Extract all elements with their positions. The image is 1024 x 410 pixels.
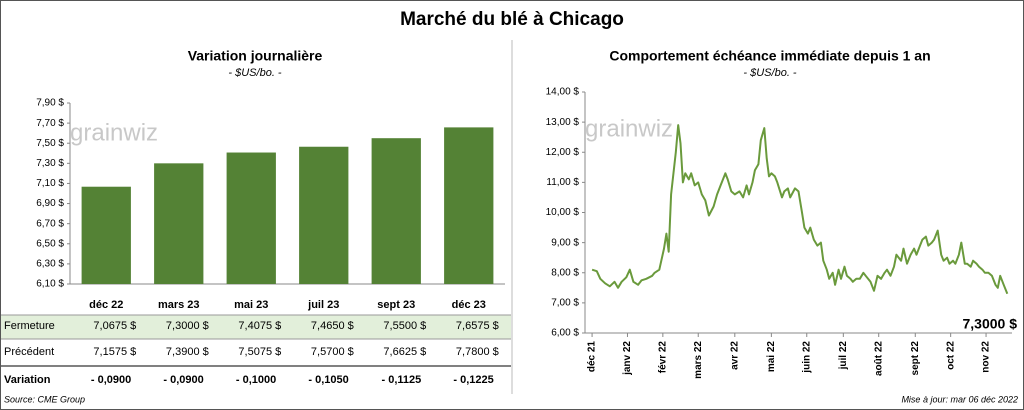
change-value: - 0,1000 bbox=[236, 374, 276, 386]
y-tick-label: 7,00 $ bbox=[551, 298, 579, 309]
x-tick-label: sept 23 bbox=[377, 299, 415, 311]
bar bbox=[444, 127, 494, 284]
y-tick-label: 9,00 $ bbox=[551, 237, 579, 248]
previous-value: 7,5700 $ bbox=[311, 346, 354, 358]
x-tick-label: déc 23 bbox=[452, 299, 486, 311]
x-tick-label: avr 22 bbox=[729, 341, 740, 370]
bar bbox=[371, 138, 421, 284]
highlight-row bbox=[1, 315, 511, 339]
updated: Mise à jour: mar 06 déc 2022 bbox=[901, 394, 1018, 404]
y-tick-label: 7,90 $ bbox=[36, 98, 64, 109]
x-tick-label: févr 22 bbox=[657, 341, 668, 374]
y-tick-label: 7,10 $ bbox=[36, 178, 64, 189]
x-tick-label: déc 22 bbox=[89, 299, 123, 311]
bar bbox=[81, 186, 131, 284]
x-tick-label: sept 22 bbox=[910, 341, 921, 376]
x-tick-label: nov 22 bbox=[981, 341, 992, 373]
bar bbox=[154, 163, 204, 284]
y-tick-label: 7,70 $ bbox=[36, 118, 64, 129]
row-label: Fermeture bbox=[4, 320, 55, 332]
chart-title: Variation journalière bbox=[188, 48, 323, 64]
y-tick-label: 6,50 $ bbox=[36, 238, 64, 249]
y-tick-label: 6,10 $ bbox=[36, 279, 64, 290]
y-tick-label: 13,00 $ bbox=[546, 117, 580, 128]
row-label: Variation bbox=[4, 374, 51, 386]
y-tick-label: 6,90 $ bbox=[36, 198, 64, 209]
close-value: 7,5500 $ bbox=[383, 320, 426, 332]
previous-value: 7,3900 $ bbox=[166, 346, 209, 358]
close-value: 7,6575 $ bbox=[456, 320, 499, 332]
y-tick-label: 6,70 $ bbox=[36, 218, 64, 229]
row-label: Précédent bbox=[4, 346, 54, 358]
chart-subtitle: - $US/bo. - bbox=[228, 67, 282, 79]
y-tick-label: 6,30 $ bbox=[36, 259, 64, 270]
chart-subtitle: - $US/bo. - bbox=[743, 67, 797, 79]
x-tick-label: oct 22 bbox=[945, 341, 956, 370]
close-value: 7,4650 $ bbox=[311, 320, 354, 332]
price-line bbox=[591, 124, 1009, 295]
bar bbox=[226, 152, 276, 284]
x-tick-label: mai 22 bbox=[766, 341, 777, 373]
previous-value: 7,7800 $ bbox=[456, 346, 499, 358]
x-tick-label: août 22 bbox=[873, 341, 884, 376]
previous-value: 7,5075 $ bbox=[238, 346, 281, 358]
close-value: 7,4075 $ bbox=[238, 320, 281, 332]
x-tick-label: déc 21 bbox=[587, 341, 598, 373]
y-tick-label: 6,00 $ bbox=[551, 328, 579, 339]
y-tick-label: 10,00 $ bbox=[546, 207, 580, 218]
x-tick-label: juil 23 bbox=[307, 299, 339, 311]
y-tick-label: 14,00 $ bbox=[546, 87, 580, 98]
close-value: 7,0675 $ bbox=[93, 320, 136, 332]
y-tick-label: 8,00 $ bbox=[551, 267, 579, 278]
source: Source: CME Group bbox=[4, 394, 85, 404]
page-title: Marché du blé à Chicago bbox=[400, 9, 624, 30]
x-tick-label: janv 22 bbox=[622, 341, 633, 376]
chart-title: Comportement échéance immédiate depuis 1… bbox=[609, 48, 930, 64]
x-tick-label: mars 22 bbox=[693, 341, 704, 379]
y-tick-label: 12,00 $ bbox=[546, 147, 580, 158]
change-value: - 0,0900 bbox=[91, 374, 131, 386]
previous-value: 7,6625 $ bbox=[383, 346, 426, 358]
x-tick-label: mars 23 bbox=[158, 299, 200, 311]
bar bbox=[299, 146, 349, 284]
change-value: - 0,0900 bbox=[163, 374, 203, 386]
last-value-annotation: 7,3000 $ bbox=[963, 316, 1018, 332]
change-value: - 0,1225 bbox=[453, 374, 493, 386]
y-tick-label: 11,00 $ bbox=[546, 177, 579, 188]
change-value: - 0,1050 bbox=[308, 374, 348, 386]
watermark: grainwiz bbox=[70, 119, 158, 146]
x-tick-label: mai 23 bbox=[234, 299, 268, 311]
close-value: 7,3000 $ bbox=[166, 320, 209, 332]
watermark: grainwiz bbox=[585, 115, 673, 142]
y-tick-label: 7,50 $ bbox=[36, 138, 64, 149]
change-value: - 0,1125 bbox=[381, 374, 421, 386]
y-tick-label: 7,30 $ bbox=[36, 158, 64, 169]
previous-value: 7,1575 $ bbox=[93, 346, 136, 358]
x-tick-label: juil 22 bbox=[838, 341, 849, 371]
x-tick-label: juin 22 bbox=[801, 341, 812, 374]
